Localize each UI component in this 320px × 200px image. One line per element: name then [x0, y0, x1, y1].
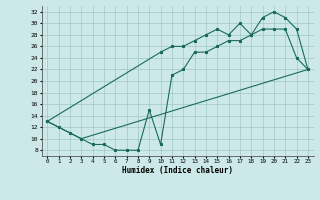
X-axis label: Humidex (Indice chaleur): Humidex (Indice chaleur)	[122, 166, 233, 175]
